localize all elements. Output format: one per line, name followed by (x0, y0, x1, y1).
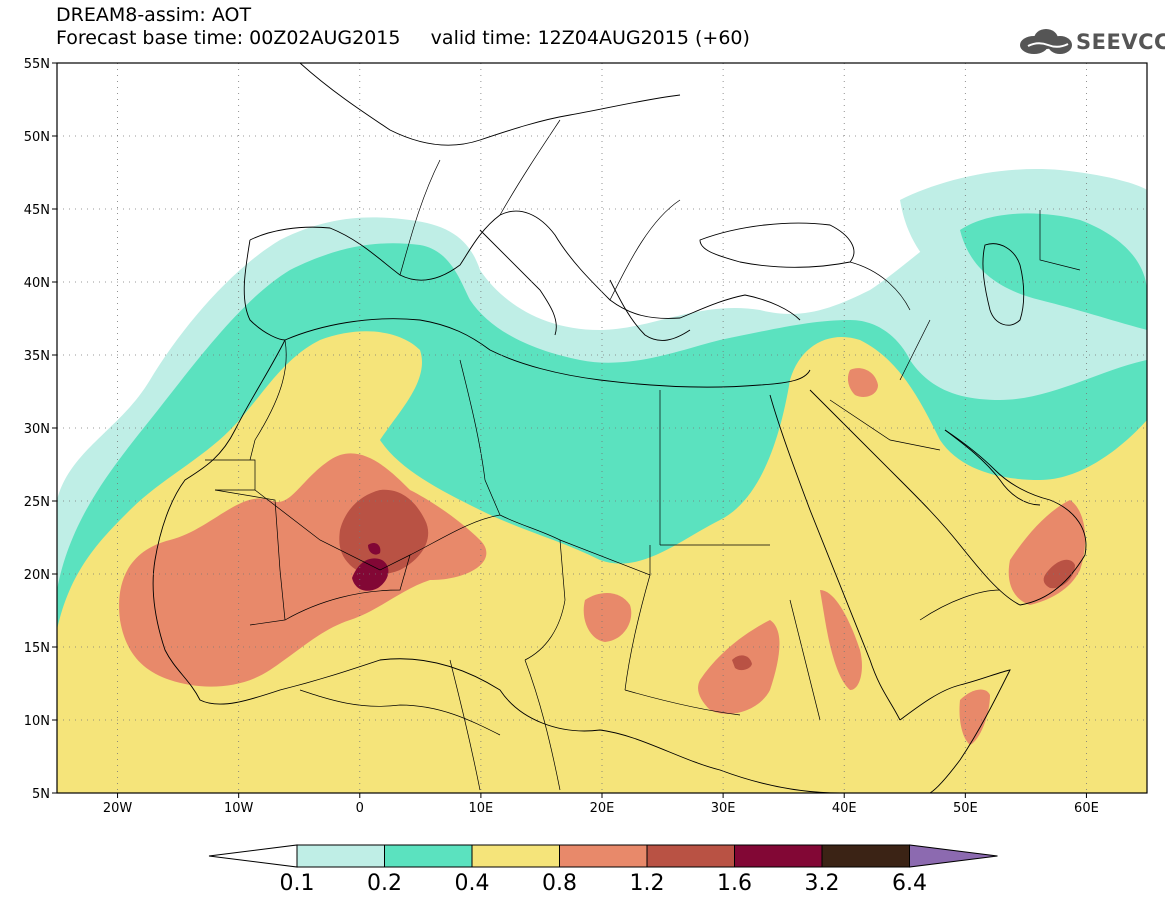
border-algeria-niger (409, 514, 501, 556)
political-borders (205, 119, 1081, 791)
aot-level-0-8-somalia (959, 689, 990, 745)
aot-level-1-2 (339, 489, 429, 575)
border-chad-sudan (624, 574, 651, 691)
map-title: DREAM8-assim: AOT (56, 4, 252, 26)
lon-tick-label: 60E (1074, 801, 1099, 816)
coastline-greece (609, 279, 691, 341)
colorbar-label: 1.2 (630, 871, 665, 896)
lat-tick-label: 30N (24, 422, 50, 437)
colorbar-swatch (734, 844, 823, 868)
aot-contours (57, 169, 1147, 793)
lat-tick-label: 45N (24, 203, 50, 218)
colorbar-boxes (208, 844, 998, 868)
forecast-time-line: Forecast base time: 00Z02AUG2015 valid t… (56, 27, 750, 49)
coastline-italy (479, 229, 557, 336)
border-morocco-algeria (249, 339, 287, 461)
aot-level-0-8-chad (583, 593, 632, 642)
border-nigeria (449, 659, 481, 791)
lat-tick-label: 10N (24, 714, 50, 729)
colorbar-label: 0.4 (455, 871, 490, 896)
lat-tick-label: 20N (24, 568, 50, 583)
aot-level-0-2-caspian (960, 213, 1147, 330)
lat-tick-label: 25N (24, 495, 50, 510)
colorbar-swatch (471, 844, 560, 868)
aot-level-1-2-sudan (732, 655, 752, 671)
border-turkey-east (849, 261, 911, 311)
lat-tick-label: 50N (24, 130, 50, 145)
coastline-africa (152, 339, 841, 793)
lat-tick-label: 55N (24, 57, 50, 72)
aot-level-0-8-ethiopia (820, 590, 862, 690)
colorbar-label: 1.6 (717, 871, 752, 896)
border-algeria-mali (254, 489, 411, 571)
border-niger-chad (499, 514, 566, 661)
coastline-caspian (982, 243, 1025, 326)
colorbar-swatch (821, 844, 910, 868)
lat-tick-label: 35N (24, 349, 50, 364)
lon-tick-label: 30E (711, 801, 736, 816)
coastline-arabia (809, 389, 1087, 606)
colorbar-label: 0.2 (367, 871, 402, 896)
aot-map: 55N 50N 45N 40N 35N 30N 25N 20N 15N 10N 5N 20W 10W 0… (24, 57, 1148, 816)
aot-level-0-4 (57, 331, 1147, 793)
border-saudi-north (829, 399, 941, 451)
lon-tick-label: 10E (469, 801, 494, 816)
border-europe-1 (399, 159, 441, 276)
border-mauritania-mali (214, 489, 286, 626)
lat-tick-label: 15N (24, 641, 50, 656)
border-mali-niger (284, 554, 411, 621)
lat-tick-label: 5N (32, 787, 50, 802)
coastline-horn (899, 669, 1011, 793)
logo-text: SEEVCCC (1076, 30, 1165, 54)
border-cameroon (524, 659, 561, 791)
border-africa-sahel (299, 689, 501, 736)
lon-tick-label: 20W (103, 801, 133, 816)
border-kazakhstan (1039, 210, 1081, 271)
lon-tick-label: 50E (953, 801, 978, 816)
colorbar-swatch (646, 844, 735, 868)
cloud-icon (1020, 29, 1072, 54)
border-car (624, 689, 741, 716)
border-western-sahara (205, 459, 256, 491)
colorbar-label: 6.4 (892, 871, 927, 896)
coastline-north-europe (299, 63, 681, 146)
latitude-ticks: 55N 50N 45N 40N 35N 30N 25N 20N 15N 10N 5N (24, 57, 57, 802)
coastline-persian-gulf (944, 429, 1041, 506)
aot-colorbar: 0.1 0.2 0.4 0.8 1.2 1.6 3.2 6.4 (208, 844, 998, 896)
aot-level-1-6-core (368, 542, 381, 555)
coastline-mediterranean-south (284, 318, 811, 388)
colorbar-labels: 0.1 0.2 0.4 0.8 1.2 1.6 3.2 6.4 (280, 871, 928, 896)
colorbar-swatch (384, 844, 473, 868)
colorbar-swatch (559, 844, 648, 868)
longitude-ticks: 20W 10W 0 10E 20E 30E 40E 50E 60E (103, 793, 1099, 816)
coastline-iberia (243, 239, 286, 341)
lon-tick-label: 40E (832, 801, 857, 816)
border-saudi-yemen (919, 589, 1001, 621)
aot-level-0-8-egypt (847, 368, 878, 397)
seevccc-logo (1020, 29, 1072, 54)
border-sudan-ethiopia (789, 599, 821, 721)
colorbar-arrow-low (208, 844, 298, 868)
aot-level-1-6 (352, 558, 389, 591)
coastline-europe (249, 210, 801, 321)
coastline-red-sea (769, 394, 901, 721)
lon-tick-label: 0 (356, 801, 364, 816)
lat-tick-label: 40N (24, 276, 50, 291)
lon-tick-label: 10W (224, 801, 254, 816)
colorbar-label: 0.8 (542, 871, 577, 896)
colorbar-swatch (296, 844, 385, 868)
lon-tick-label: 20E (590, 801, 615, 816)
border-iraq-iran (899, 319, 931, 381)
border-europe-3 (609, 199, 681, 301)
colorbar-label: 0.1 (280, 871, 315, 896)
border-algeria-libya (459, 359, 501, 516)
colorbar-label: 3.2 (805, 871, 840, 896)
colorbar-arrow-high (909, 844, 998, 868)
border-europe-2 (499, 119, 561, 216)
